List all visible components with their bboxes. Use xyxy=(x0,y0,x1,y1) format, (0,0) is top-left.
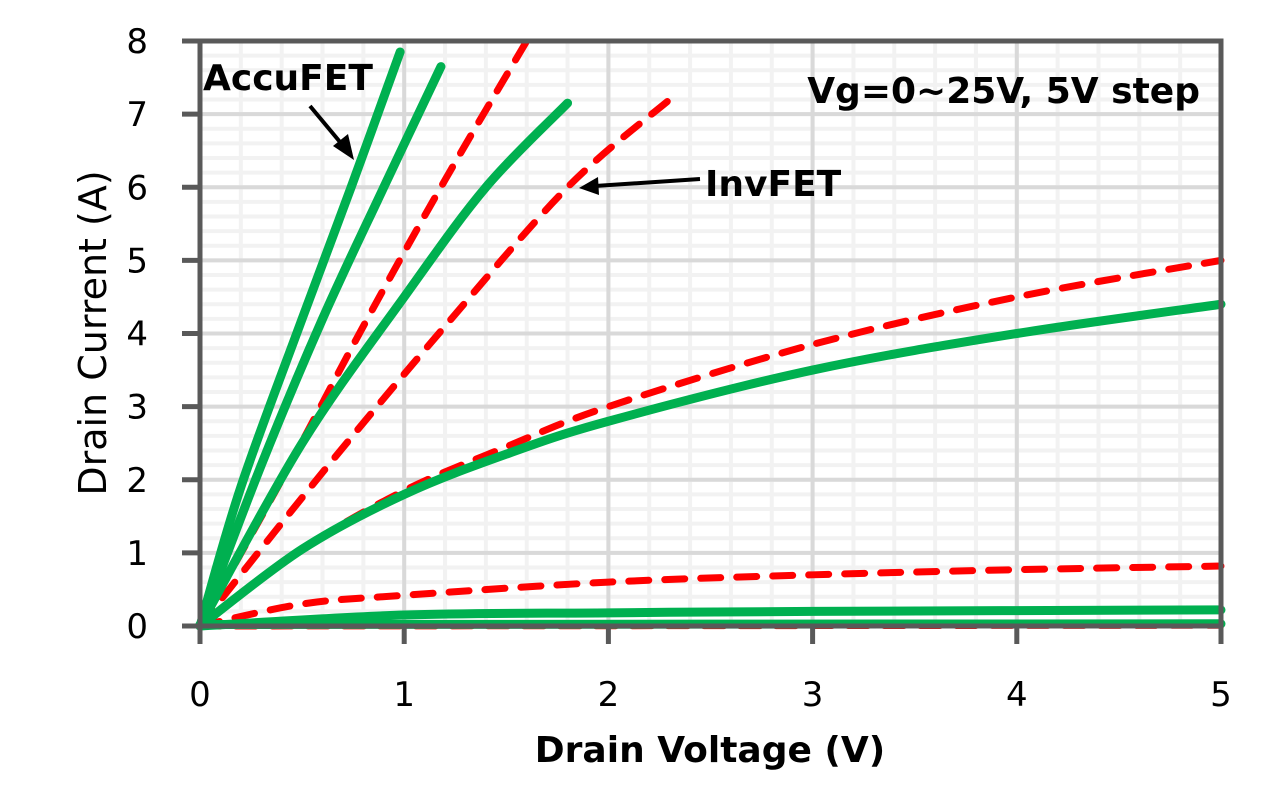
x-tick-label: 4 xyxy=(1006,675,1028,715)
accufet-curve xyxy=(195,62,446,631)
accufet-curve xyxy=(195,47,405,631)
y-tick-label: 8 xyxy=(126,22,148,62)
x-axis-title: Drain Voltage (V) xyxy=(535,730,885,771)
annotation-accufet: AccuFET xyxy=(203,58,373,99)
y-tick-label: 5 xyxy=(126,241,148,281)
annotation-invfet: InvFET xyxy=(705,164,842,205)
annotation-condition: Vg=0~25V, 5V step xyxy=(807,71,1200,112)
x-tick-label: 2 xyxy=(598,675,620,715)
accufet-curve xyxy=(195,98,573,631)
y-tick-label: 3 xyxy=(126,388,148,428)
invfet-curve xyxy=(196,562,1225,630)
y-tick-labels: 0 1 2 3 4 5 6 7 8 xyxy=(126,22,148,647)
y-tick-label: 4 xyxy=(126,315,148,355)
y-tick-label: 2 xyxy=(126,461,148,501)
accufet-curve xyxy=(195,605,1226,631)
grid xyxy=(198,39,1223,628)
y-tick-label: 7 xyxy=(126,95,148,135)
invfet-curve xyxy=(196,96,674,630)
x-tick-label: 3 xyxy=(802,675,824,715)
y-tick-label: 6 xyxy=(126,168,148,208)
plot-frame xyxy=(182,38,1224,644)
y-tick-label: 1 xyxy=(126,534,148,574)
arrow-accufet xyxy=(308,104,354,160)
y-tick-label: 0 xyxy=(126,607,148,647)
arrow-invfet xyxy=(579,177,701,195)
x-tick-label: 5 xyxy=(1210,675,1232,715)
x-tick-label: 1 xyxy=(393,675,415,715)
x-tick-label: 0 xyxy=(189,675,211,715)
y-axis-title: Drain Current (A) xyxy=(71,170,115,495)
x-tick-labels: 0 1 2 3 4 5 xyxy=(189,675,1232,715)
accufet-curve xyxy=(195,299,1226,631)
